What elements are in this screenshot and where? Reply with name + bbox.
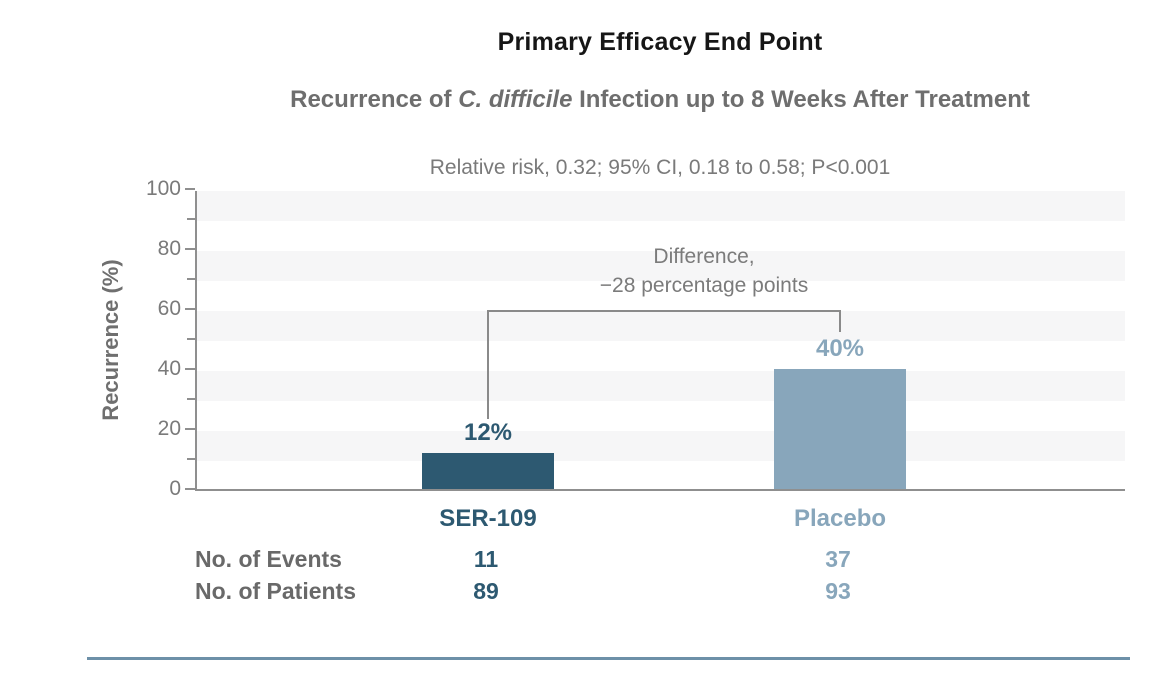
y-axis-tick-label: 100 — [145, 177, 181, 200]
y-axis-tick — [185, 308, 195, 310]
patients-value-placebo: 93 — [825, 578, 851, 604]
y-axis-tick-label: 40 — [157, 357, 181, 380]
y-axis-tick — [185, 248, 195, 250]
subtitle-prefix: Recurrence of — [290, 86, 459, 113]
category-label-placebo: Placebo — [793, 505, 887, 532]
bar-ser-109 — [422, 453, 554, 489]
y-axis-tick-label: 20 — [157, 417, 181, 440]
plot-area: Recurrence (%) 12% 40% Difference, −28 p… — [98, 177, 1125, 532]
y-axis-title: Recurrence (%) — [98, 259, 123, 421]
difference-bracket-left-drop — [487, 310, 489, 419]
difference-annotation: Difference, −28 percentage points — [600, 242, 808, 300]
y-axis-tick — [185, 428, 195, 430]
subtitle-italic-species: C. difficile — [458, 86, 573, 113]
bar-value-label-placebo: 40% — [815, 335, 865, 362]
bottom-divider-rule — [87, 657, 1130, 660]
events-row-label: No. of Events — [195, 546, 342, 572]
difference-line1: Difference, — [653, 245, 755, 268]
y-axis-tick — [187, 458, 195, 460]
bar-value-label-ser-109: 12% — [463, 419, 513, 446]
patients-row-label: No. of Patients — [195, 578, 357, 604]
difference-bracket-right-drop — [839, 310, 841, 332]
y-axis-tick — [185, 488, 195, 490]
y-axis-tick — [187, 218, 195, 220]
difference-bracket-horizontal — [488, 310, 841, 312]
y-axis-tick — [185, 188, 195, 190]
relative-risk-annotation: Relative risk, 0.32; 95% CI, 0.18 to 0.5… — [429, 156, 891, 179]
bar-placebo — [774, 369, 906, 489]
y-axis-tick-label: 80 — [157, 237, 181, 260]
y-axis-tick — [185, 368, 195, 370]
y-axis-tick-label: 0 — [169, 477, 181, 500]
y-axis-tick — [187, 398, 195, 400]
difference-line2: −28 percentage points — [599, 274, 809, 297]
events-value-placebo: 37 — [825, 546, 851, 572]
figure-subtitle: Recurrence of C. difficile Infection up … — [150, 86, 1170, 114]
events-value-ser-109: 11 — [473, 546, 499, 572]
figure-title: Primary Efficacy End Point — [497, 28, 823, 56]
patients-value-ser-109: 89 — [473, 578, 499, 604]
category-label-ser-109: SER-109 — [439, 505, 537, 532]
subtitle-suffix: Infection up to 8 Weeks After Treatment — [572, 86, 1030, 113]
y-axis-tick — [187, 338, 195, 340]
y-axis-tick — [187, 278, 195, 280]
y-axis-tick-label: 60 — [157, 297, 181, 320]
